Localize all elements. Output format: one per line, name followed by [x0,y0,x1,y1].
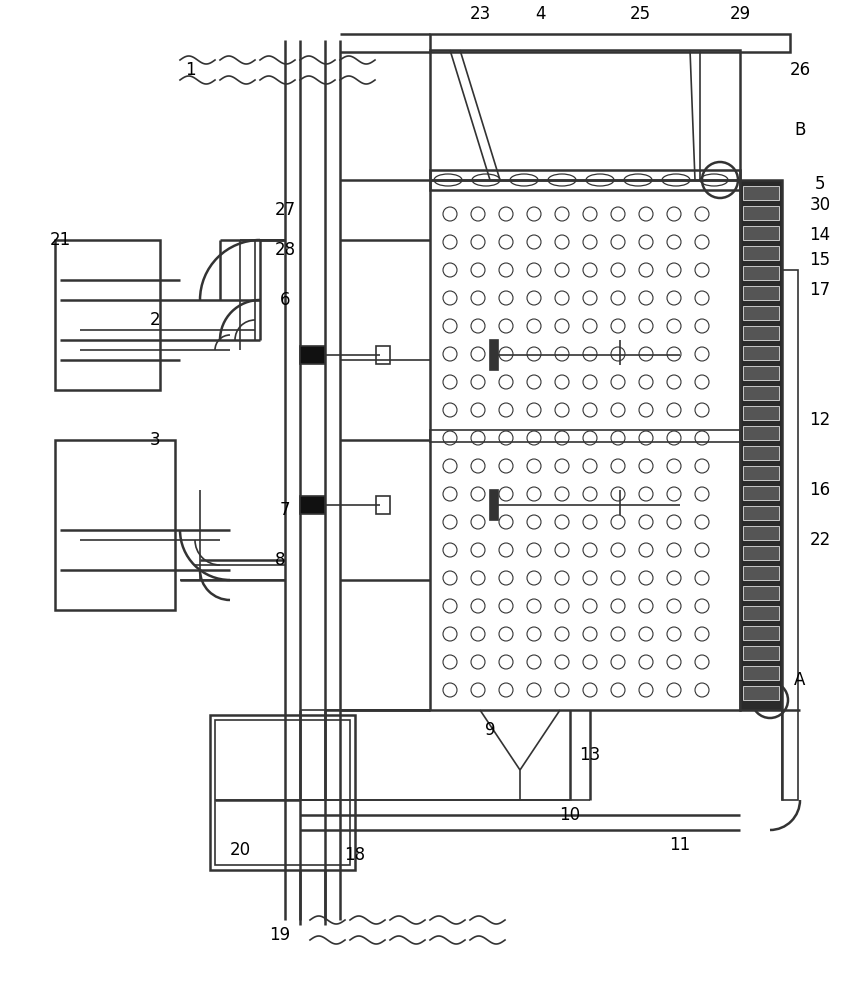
Bar [376,496,390,514]
Bar [743,286,779,300]
Bar [743,586,779,600]
Text: 6: 6 [280,291,290,309]
Text: 2: 2 [150,311,160,329]
Ellipse shape [434,174,462,186]
Text: 20: 20 [229,841,251,859]
Text: 30: 30 [809,196,830,214]
Text: 23: 23 [469,5,491,23]
Text: 29: 29 [729,5,750,23]
Bar [430,34,790,52]
Ellipse shape [662,174,690,186]
Bar [743,246,779,260]
Ellipse shape [586,174,614,186]
Text: 16: 16 [809,481,830,499]
Bar [743,566,779,580]
Bar [743,666,779,680]
Text: 19: 19 [269,926,290,944]
Ellipse shape [624,174,652,186]
Bar [215,720,350,865]
Text: 21: 21 [50,231,71,249]
Bar [743,606,779,620]
Bar [743,266,779,280]
Text: 18: 18 [344,846,365,864]
Text: 1: 1 [184,61,195,79]
Text: 17: 17 [809,281,830,299]
Text: B: B [794,121,806,139]
Bar [743,366,779,380]
Bar [743,426,779,440]
Bar [782,270,798,800]
Text: 4: 4 [535,5,546,23]
Text: 10: 10 [559,806,581,824]
Bar [743,386,779,400]
Bar [490,340,498,370]
Text: 7: 7 [280,501,290,519]
Bar [300,496,325,514]
Bar [430,170,740,190]
Text: 5: 5 [815,175,825,193]
Bar [430,180,740,710]
Text: 14: 14 [809,226,830,244]
Text: 3: 3 [150,431,160,449]
Bar [743,546,779,560]
Bar [743,506,779,520]
Bar [430,430,740,442]
Text: 9: 9 [485,721,495,739]
Text: 26: 26 [790,61,811,79]
Text: 28: 28 [274,241,296,259]
Bar [743,626,779,640]
Bar [743,206,779,220]
Text: 25: 25 [630,5,651,23]
Ellipse shape [472,174,500,186]
Text: 13: 13 [579,746,600,764]
Bar [743,446,779,460]
Bar [743,486,779,500]
Bar [743,466,779,480]
Bar [376,346,390,364]
Text: A: A [794,671,806,689]
Text: 27: 27 [274,201,296,219]
Text: 12: 12 [809,411,830,429]
Bar [743,646,779,660]
Bar [55,440,175,610]
Bar [743,326,779,340]
Bar [300,346,325,364]
Text: 15: 15 [809,251,830,269]
Bar [55,240,160,390]
Bar [743,186,779,200]
Ellipse shape [510,174,538,186]
Bar [743,526,779,540]
Bar [743,346,779,360]
Bar [490,490,498,520]
Bar [740,180,782,710]
Bar [743,306,779,320]
Bar [743,226,779,240]
Bar [743,406,779,420]
Text: 11: 11 [669,836,690,854]
Bar [743,686,779,700]
Text: 22: 22 [809,531,830,549]
Bar [430,50,740,180]
Text: 8: 8 [274,551,285,569]
Ellipse shape [548,174,576,186]
Bar [210,715,355,870]
Ellipse shape [700,174,728,186]
